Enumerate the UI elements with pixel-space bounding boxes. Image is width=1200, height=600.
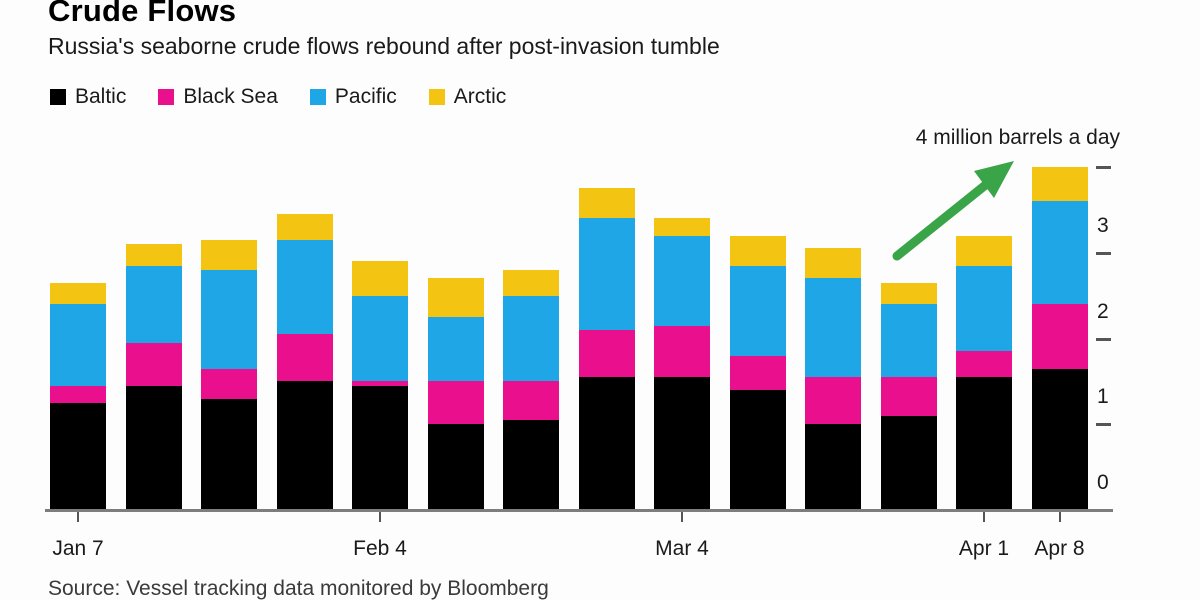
bar-segment-black-sea [125,342,182,386]
x-axis-line [45,509,1113,512]
bar-segment-pacific [956,265,1012,352]
legend-label: Black Sea [183,85,278,108]
bar-segment-arctic [427,278,484,318]
page-title: Crude Flows [48,0,237,28]
bar-segment-pacific [427,317,484,382]
bar-segment-pacific [50,304,106,386]
legend-swatch [309,89,326,105]
bar-segment-baltic [654,377,710,510]
bar-segment-arctic [201,239,257,270]
x-tick [681,512,683,522]
bar-segment-arctic [805,248,861,279]
y-tick-label: 1 [1097,385,1109,409]
x-tick-label: Feb 4 [353,537,407,560]
x-tick [983,512,985,522]
bar-segment-arctic [880,282,937,305]
bar-segment-pacific [125,265,182,343]
bar-segment-baltic [578,377,635,510]
bar-segment-black-sea [805,377,861,425]
annotation-label: 4 million barrels a day [915,126,1120,149]
x-tick-label: Mar 4 [655,537,709,560]
x-tick [379,512,381,522]
bar-segment-black-sea [50,385,106,403]
source-note: Source: Vessel tracking data monitored b… [48,577,549,600]
x-tick-label: Apr 1 [958,537,1010,560]
y-tick-label: 3 [1097,213,1109,237]
y-tick [1096,337,1111,341]
bar-segment-pacific [654,235,710,326]
bar-segment-baltic [427,424,484,510]
legend-item-black-sea: Black Sea [158,85,278,109]
bar-segment-black-sea [956,351,1012,378]
bar-segment-baltic [50,402,106,510]
legend-swatch [158,89,175,105]
legend-swatch [428,89,445,105]
bar-segment-pacific [1031,201,1088,305]
y-tick [1096,166,1111,169]
x-tick [77,512,79,522]
bar-segment-pacific [276,239,333,335]
legend-item-pacific: Pacific [309,85,397,109]
x-tick-label: Jan 7 [52,537,104,560]
y-tick-label: 2 [1097,299,1109,323]
y-tick [1096,423,1111,427]
bar-segment-black-sea [427,381,484,425]
legend: Baltic Black Sea Pacific Arctic [50,85,506,109]
bar-segment-baltic [276,381,333,510]
bar-segment-black-sea [503,381,559,420]
legend-label: Baltic [75,85,127,108]
bar-segment-black-sea [880,377,937,416]
legend-item-baltic: Baltic [50,85,126,109]
bar-segment-arctic [50,282,106,305]
legend-label: Pacific [334,85,397,108]
bar-segment-baltic [201,398,257,510]
bar-segment-arctic [578,188,635,219]
bar-segment-baltic [729,389,786,510]
bar-segment-pacific [729,265,786,356]
bar-segment-baltic [352,385,408,510]
legend-label: Arctic [453,85,507,108]
bar-segment-baltic [956,377,1012,510]
bar-segment-arctic [654,218,710,236]
y-tick-label: 0 [1097,471,1109,494]
y-tick [1096,251,1111,255]
bar-segment-arctic [1031,167,1088,202]
bar-segment-arctic [352,261,408,296]
bar-segment-pacific [880,304,937,378]
bar-segment-arctic [729,235,786,266]
bar-segment-black-sea [276,334,333,382]
bar-segment-baltic [125,385,182,510]
bar-segment-baltic [880,415,937,510]
bar-segment-black-sea [654,325,710,378]
bar-segment-arctic [956,235,1012,266]
x-tick [1058,512,1061,522]
bar-segment-pacific [805,278,861,378]
bar-segment-baltic [1031,368,1088,510]
bar-segment-pacific [503,295,559,382]
bar-segment-arctic [503,269,559,296]
legend-item-arctic: Arctic [428,85,507,109]
bar-segment-black-sea [729,355,786,390]
bar-segment-baltic [805,424,861,510]
bar-segment-pacific [578,218,635,330]
legend-swatch [50,89,66,105]
bar-segment-pacific [352,295,408,382]
bar-segment-black-sea [578,329,635,378]
page-subtitle: Russia's seaborne crude flows rebound af… [48,33,720,59]
x-tick-label: Apr 8 [1034,537,1085,560]
bar-segment-arctic [125,244,182,266]
bar-segment-black-sea [1031,304,1088,369]
bar-segment-pacific [201,269,257,369]
bar-segment-arctic [276,214,333,240]
bar-segment-black-sea [352,381,408,386]
bar-segment-black-sea [201,368,257,399]
bar-segment-baltic [503,419,559,510]
